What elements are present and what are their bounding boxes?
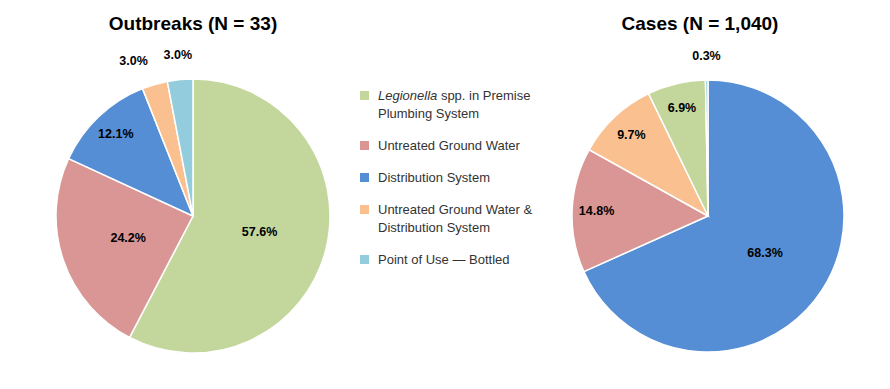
- legend-label: Untreated Ground Water &Distribution Sys…: [378, 202, 533, 235]
- legend-swatch: [360, 91, 369, 100]
- data-label: 14.8%: [579, 204, 614, 218]
- data-label: 12.1%: [98, 127, 133, 141]
- data-label: 3.0%: [119, 54, 148, 68]
- legend-swatch: [360, 255, 369, 264]
- legend-swatch: [360, 205, 369, 214]
- legend-label: Point of Use — Bottled: [378, 252, 510, 267]
- legend-label: Untreated Ground Water: [378, 138, 521, 153]
- data-label: 68.3%: [747, 246, 782, 260]
- pie: [56, 79, 330, 353]
- pie-slice: [649, 80, 708, 216]
- data-label: 0.3%: [692, 49, 721, 63]
- data-label: 24.2%: [110, 231, 145, 245]
- legend: Legionella spp. in PremisePlumbing Syste…: [360, 88, 533, 267]
- chart-canvas: Outbreaks (N = 33) 57.6% 24.2% 12.1% 3.0% 3.0…: [0, 0, 890, 389]
- chart-title: Cases (N = 1,040): [622, 13, 779, 34]
- data-label: 3.0%: [164, 48, 193, 62]
- legend-label: Distribution System: [378, 170, 490, 185]
- legend-swatch: [360, 173, 369, 182]
- pie-slice: [167, 79, 193, 216]
- data-label: 9.7%: [617, 128, 646, 142]
- pie-slice: [705, 80, 708, 216]
- data-label: 6.9%: [668, 101, 697, 115]
- legend-label: Legionella spp. in PremisePlumbing Syste…: [378, 88, 531, 121]
- legend-swatch: [360, 141, 369, 150]
- pie: [572, 80, 844, 352]
- data-label: 57.6%: [242, 225, 277, 239]
- chart-title: Outbreaks (N = 33): [109, 13, 277, 34]
